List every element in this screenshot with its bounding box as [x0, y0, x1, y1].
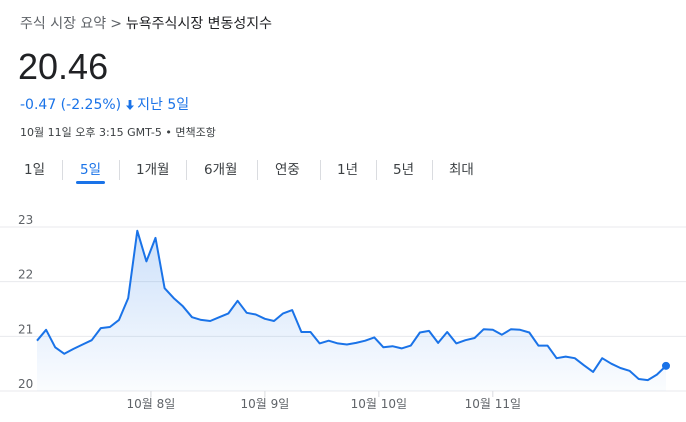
series-end-point [662, 361, 670, 370]
x-tick-label: 10월 11일 [465, 397, 521, 411]
change-period: 지난 5일 [137, 97, 190, 113]
tab-label: 연중 [275, 162, 300, 178]
tab-label: 1개월 [136, 162, 170, 178]
tab-label: 1일 [24, 162, 46, 178]
breadcrumb-root-link[interactable]: 주식 시장 요약 [20, 16, 107, 32]
tab-divider [62, 160, 63, 180]
breadcrumb-current: 뉴욕주식시장 변동성지수 [125, 16, 273, 32]
tab-1y[interactable]: 1년 [337, 158, 358, 178]
tab-1m[interactable]: 1개월 [136, 158, 169, 178]
quote-timestamp: 10월 11일 오후 3:15 GMT-5 • 면책조항 [20, 126, 216, 139]
series-line [36, 229, 667, 382]
tab-6m[interactable]: 6개월 [204, 158, 237, 178]
tab-label: 5일 [80, 162, 102, 178]
tab-5y[interactable]: 5년 [393, 158, 414, 178]
chart-vertical-grid [150, 391, 494, 397]
tab-divider [186, 160, 187, 180]
tab-label: 1년 [337, 162, 359, 178]
price-change-value: -0.47 (-2.25%) [20, 97, 122, 113]
x-tick-label: 10월 10일 [351, 397, 407, 411]
arrow-down-icon [126, 100, 135, 110]
y-tick-label: 22 [18, 268, 33, 282]
current-price: 20.46 [18, 46, 109, 87]
active-tab-indicator [76, 181, 106, 184]
tab-divider [376, 160, 377, 180]
tab-divider [320, 160, 321, 180]
breadcrumb-separator: > [110, 16, 122, 32]
x-tick-label: 10월 9일 [240, 397, 289, 411]
tab-max[interactable]: 최대 [449, 158, 474, 178]
x-axis: 10월 8일 10월 9일 10월 10일 10월 11일 [127, 397, 521, 411]
tab-divider [432, 160, 433, 180]
price-chart[interactable]: 20 21 22 23 10월 8일 10월 9일 10월 10일 10월 11일 [0, 200, 686, 422]
tab-divider [257, 160, 258, 180]
x-tick-label: 10월 8일 [127, 397, 176, 411]
tab-label: 6개월 [204, 162, 238, 178]
tab-label: 최대 [449, 162, 474, 178]
tab-1d[interactable]: 1일 [24, 158, 45, 178]
y-tick-label: 21 [18, 322, 33, 336]
series-area [37, 230, 666, 391]
tab-ytd[interactable]: 연중 [275, 158, 300, 178]
price-change: -0.47 (-2.25%) 지난 5일 [20, 94, 189, 114]
y-tick-label: 20 [18, 377, 33, 391]
tab-label: 5년 [393, 162, 415, 178]
y-tick-label: 23 [18, 213, 33, 227]
tab-5d[interactable]: 5일 [76, 158, 106, 184]
tab-divider [119, 160, 120, 180]
y-axis: 20 21 22 23 [18, 213, 33, 391]
breadcrumb: 주식 시장 요약 > 뉴욕주식시장 변동성지수 [20, 13, 272, 33]
